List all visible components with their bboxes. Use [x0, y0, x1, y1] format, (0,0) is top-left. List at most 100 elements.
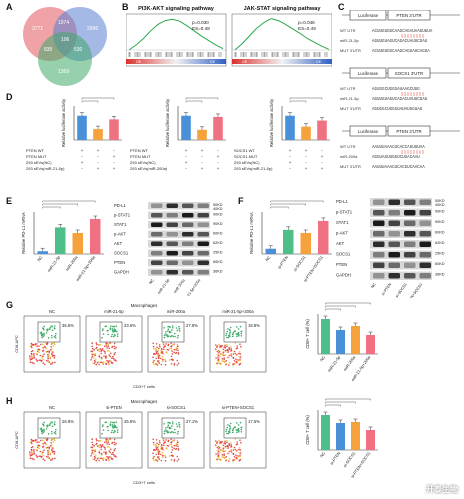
flow-event: [102, 458, 104, 461]
flow-event: [160, 357, 162, 360]
flow-event: [225, 362, 228, 365]
flow-event: [223, 442, 226, 444]
flow-event: [109, 328, 112, 330]
condition-mark: +: [201, 148, 204, 153]
flow-event: [218, 439, 220, 442]
flow-event: [163, 336, 166, 339]
flow-event: [96, 439, 98, 442]
flow-event: [166, 431, 169, 434]
flow-event: [40, 456, 43, 458]
flow-event: [177, 352, 180, 354]
blot-band: [388, 252, 400, 258]
condition-mark: -: [305, 154, 307, 159]
flow-event: [163, 348, 165, 351]
flow-event: [239, 421, 242, 424]
flow-event: [232, 331, 235, 333]
flow-event: [40, 429, 43, 431]
gsea-stat: p=0.030: [192, 20, 209, 25]
flow-event: [91, 441, 93, 444]
flow-event: [155, 439, 158, 441]
flow-event: [228, 444, 231, 447]
flow-event: [105, 344, 107, 346]
flow-event: [31, 458, 34, 460]
flow-event: [96, 343, 98, 346]
flow-event: [167, 330, 169, 332]
flow-event: [98, 363, 100, 366]
tick-label: miR-21-5p: [46, 254, 61, 273]
flow-event: [235, 358, 237, 360]
flow-event: [216, 350, 219, 353]
flow-event: [232, 363, 234, 365]
blot-kda: 90KD: [435, 210, 445, 214]
blot-strip: [370, 208, 432, 217]
flow-event: [170, 335, 172, 338]
flow-event: [45, 455, 48, 458]
blot-band: [373, 199, 385, 205]
blot-band: [197, 203, 209, 208]
flow-event: [108, 350, 110, 353]
flow-gate: [99, 321, 123, 343]
flow-event: [152, 347, 155, 350]
flow-event: [221, 453, 224, 456]
panel-letter-g: G: [6, 300, 14, 310]
blot-row-label: PTEN: [114, 260, 125, 265]
flow-event: [38, 455, 40, 457]
gsea-tail-label: CE: [210, 60, 216, 64]
flow-event: [153, 459, 155, 462]
flow-event: [52, 451, 54, 454]
flow-event: [98, 451, 101, 453]
condition-mark: -: [201, 154, 203, 159]
flow-event: [239, 362, 242, 365]
flow-event: [109, 451, 111, 454]
venn-label-a: A: [26, 12, 30, 18]
flow-event: [238, 352, 240, 355]
flow-event: [112, 357, 115, 360]
flow-event: [163, 423, 165, 425]
flow-event: [158, 440, 161, 442]
y-axis-label: Relative PD-L1 mRNA: [249, 212, 254, 254]
flow-event: [47, 454, 49, 456]
flow-event: [159, 345, 161, 348]
bar: [90, 219, 101, 254]
flow-event: [31, 452, 33, 454]
flow-event: [48, 457, 51, 459]
flow-event: [30, 438, 33, 441]
flow-event: [105, 459, 107, 462]
flow-event: [169, 347, 171, 350]
gsea-rank-bar: [232, 59, 332, 64]
flow-gate-pct: 17.5%: [248, 419, 260, 424]
flow-event: [112, 453, 115, 456]
flow-event: [217, 453, 219, 455]
gsea-stat: ES=0.48: [192, 26, 210, 31]
flow-event: [51, 325, 54, 328]
flow-event: [178, 423, 181, 426]
flow-event: [34, 344, 36, 347]
gsea-frame: [126, 13, 227, 67]
seq-label: MUT 3'UTR: [340, 48, 361, 53]
flow-event: [53, 327, 56, 329]
flow-event: [103, 361, 105, 363]
flow-event: [107, 429, 109, 432]
venn-label-c: C: [98, 74, 102, 80]
flow-event: [104, 350, 106, 353]
flow-event: [218, 343, 220, 346]
flow-event: [91, 451, 94, 454]
flow-event: [108, 459, 110, 461]
flow-event: [112, 335, 115, 338]
flow-event: [48, 361, 51, 363]
flow-event: [109, 327, 111, 329]
flow-event: [156, 442, 158, 444]
flow-event: [230, 445, 233, 448]
flow-event: [51, 334, 53, 337]
flow-event: [91, 443, 94, 446]
flow-event: [228, 348, 231, 351]
flow-event: [238, 351, 241, 353]
flow-title: Macrophages: [131, 303, 158, 308]
flow-event: [111, 362, 114, 364]
blot-kda: 62KD: [213, 241, 223, 245]
flow-event: [34, 439, 37, 441]
flow-event: [38, 441, 40, 443]
flow-event: [29, 451, 31, 453]
flow-event: [100, 352, 102, 355]
flow-event: [115, 346, 117, 349]
